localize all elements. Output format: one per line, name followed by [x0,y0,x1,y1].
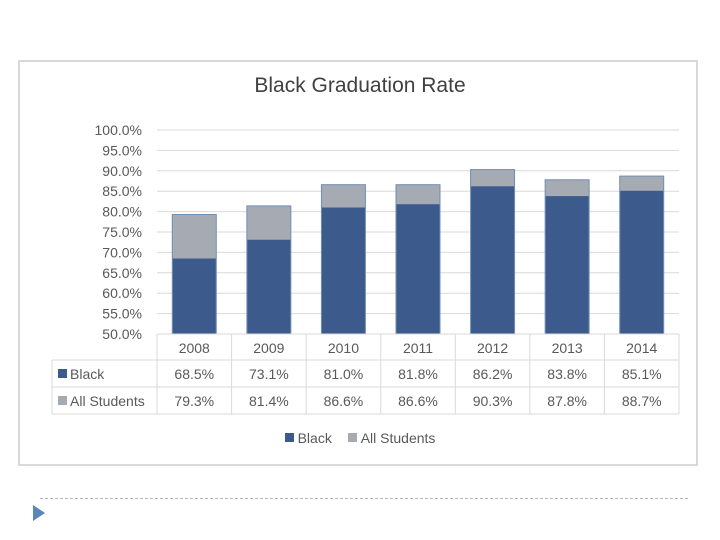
data-label: 85.1% [622,366,662,382]
y-tick-label: 50.0% [102,326,142,342]
data-label: 83.8% [547,366,587,382]
bar-black [471,186,515,334]
x-tick-label: 2012 [477,340,508,356]
arrow-bullet-icon [33,505,45,521]
table-legend-key [58,369,67,378]
data-label: 88.7% [622,393,662,409]
data-label: 79.3% [174,393,214,409]
table-row-label: All Students [70,393,145,409]
bar-black [247,239,291,334]
data-label: 86.2% [473,366,513,382]
data-table: 2008 2009 2010 2011 2012 2013 2014 Black 68.5% 73… [51,333,680,415]
y-tick-label: 95.0% [102,142,142,158]
y-tick-label: 80.0% [102,204,142,220]
bar-black [321,207,365,334]
data-label: 81.4% [249,393,289,409]
y-tick-label: 100.0% [95,122,142,138]
legend-item-all-students: All Students [347,430,436,446]
x-tick-label: 2010 [328,340,359,356]
x-tick-label: 2009 [253,340,284,356]
data-label: 68.5% [174,366,214,382]
legend-swatch-all-students [347,433,357,442]
data-label: 90.3% [473,393,513,409]
data-label: 87.8% [547,393,587,409]
y-tick-label: 85.0% [102,183,142,199]
bars [171,169,665,335]
legend-item-black: Black [284,430,332,446]
data-label: 81.0% [324,366,364,382]
data-label: 86.6% [324,393,364,409]
legend-label-black: Black [297,430,332,446]
x-tick-label: 2011 [403,340,433,356]
y-tick-label: 90.0% [102,163,142,179]
y-tick-labels: 50.0% 55.0% 60.0% 65.0% 70.0% 75.0% 80.0% 85.0%… [95,122,142,342]
y-tick-label: 60.0% [102,285,142,301]
bar-black [545,196,589,334]
table-row-label: Black [70,366,105,382]
y-tick-label: 70.0% [102,244,142,260]
legend: Black All Students [0,430,720,446]
legend-label-all-students: All Students [360,430,436,446]
table-legend-key [58,396,67,405]
y-tick-label: 75.0% [102,224,142,240]
x-tick-label: 2013 [552,340,583,356]
data-label: 86.6% [398,393,438,409]
y-tick-label: 55.0% [102,306,142,322]
legend-swatch-black [284,433,294,442]
y-tick-label: 65.0% [102,265,142,281]
bar-black [172,258,216,334]
x-tick-label: 2008 [179,340,210,356]
chart-title: Black Graduation Rate [254,74,466,97]
data-label: 81.8% [398,366,438,382]
x-tick-label: 2014 [626,340,657,356]
bar-black [396,204,440,334]
slide-divider [40,498,688,499]
data-label: 73.1% [249,366,289,382]
bar-black [620,190,664,334]
